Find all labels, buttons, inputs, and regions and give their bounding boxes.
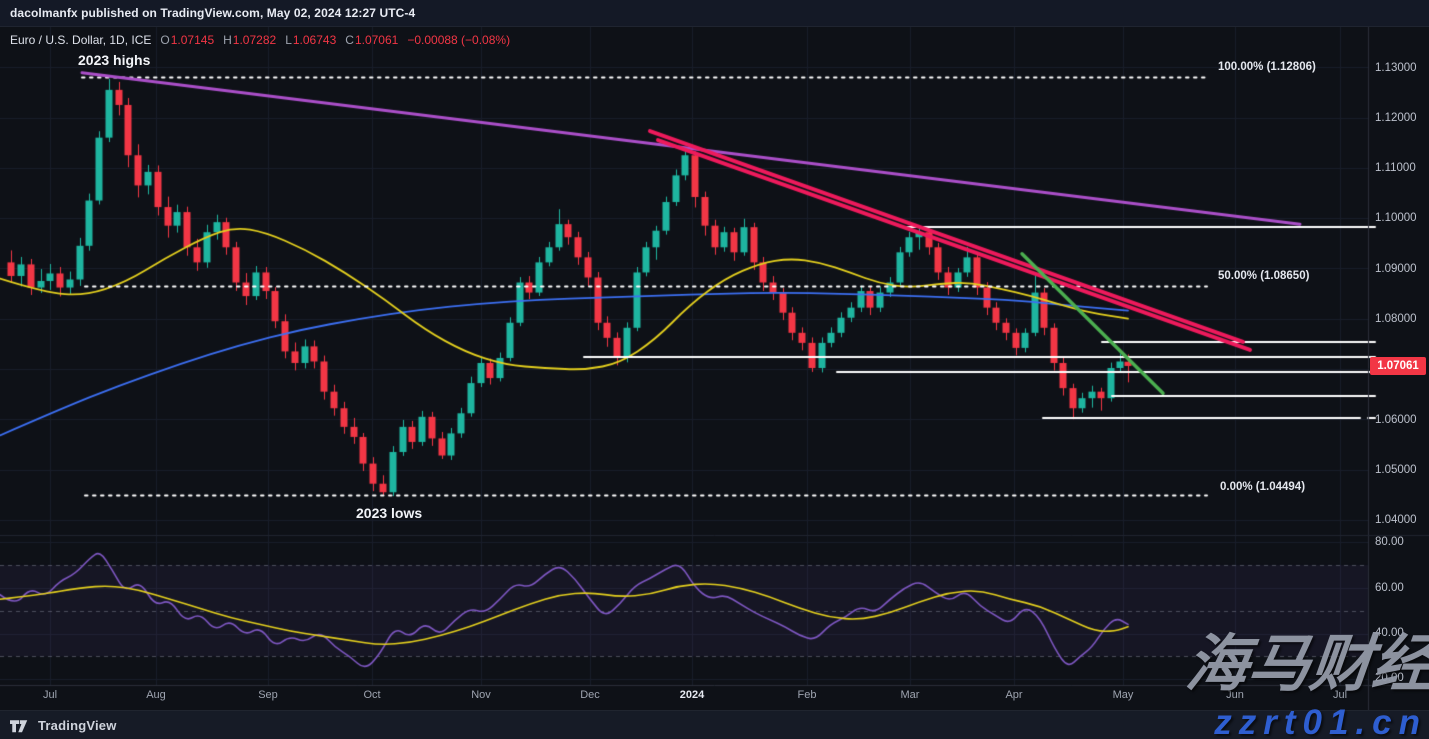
legend-change: −0.00088 (−0.08%): [407, 33, 511, 47]
time-label: Feb: [797, 689, 817, 701]
tradingview-brand[interactable]: TradingView: [38, 717, 117, 733]
legend-low-key: L: [285, 33, 292, 47]
axis-label: 1.09000: [1375, 263, 1417, 275]
fib-label-100: 100.00% (1.12806): [1218, 61, 1316, 73]
axis-label: 1.05000: [1375, 464, 1417, 476]
legend-high: H1.07282: [223, 33, 276, 47]
legend-low: L1.06743: [285, 33, 336, 47]
last-price-badge: 1.07061: [1370, 357, 1426, 375]
time-label: Jul: [42, 689, 58, 701]
fib-label-50: 50.00% (1.08650): [1218, 270, 1310, 282]
legend-high-value: 1.07282: [232, 33, 277, 47]
time-label: May: [1112, 689, 1134, 701]
legend-close-key: C: [345, 33, 354, 47]
axis-label: 1.11000: [1375, 162, 1416, 174]
axis-label: 80.00: [1375, 536, 1404, 548]
time-label: Sep: [258, 689, 278, 701]
fib-label-0: 0.00% (1.04494): [1220, 481, 1306, 493]
axis-label: 1.10000: [1375, 212, 1417, 224]
time-label: Apr: [1005, 689, 1023, 701]
brand-bar: TradingView: [0, 710, 1429, 739]
axis-label: 1.12000: [1375, 112, 1417, 124]
time-label: 2024: [679, 689, 705, 701]
time-label: Nov: [471, 689, 491, 701]
chart-area: Euro / U.S. Dollar, 1D, ICE O1.07145 H1.…: [0, 27, 1429, 710]
price-chart-canvas[interactable]: [0, 27, 1429, 710]
legend-high-key: H: [223, 33, 232, 47]
axis-label: 1.04000: [1375, 514, 1417, 526]
legend-low-value: 1.06743: [292, 33, 337, 47]
axis-label: 20.00: [1375, 672, 1404, 684]
legend-close-value: 1.07061: [354, 33, 399, 47]
legend-close: C1.07061: [345, 33, 398, 47]
tradingview-logo-icon: [10, 719, 28, 732]
legend-open-value: 1.07145: [170, 33, 215, 47]
axis-label: 40.00: [1375, 627, 1404, 639]
axis-label: 60.00: [1375, 582, 1404, 594]
annotation-2023-highs: 2023 highs: [78, 52, 151, 68]
time-label: Dec: [580, 689, 600, 701]
publish-text: dacolmanfx published on TradingView.com,…: [10, 6, 416, 20]
publish-bar: dacolmanfx published on TradingView.com,…: [0, 0, 1429, 27]
time-label: Jul: [1332, 689, 1348, 701]
axis-label: 1.08000: [1375, 313, 1417, 325]
legend-open-key: O: [160, 33, 170, 47]
axis-label: 1.13000: [1375, 62, 1417, 74]
annotation-2023-lows: 2023 lows: [356, 505, 423, 521]
legend-symbol: Euro / U.S. Dollar, 1D, ICE: [10, 33, 152, 47]
axis-label: 1.06000: [1375, 414, 1417, 426]
time-label: Mar: [900, 689, 920, 701]
time-label: Jun: [1226, 689, 1244, 701]
time-label: Aug: [146, 689, 166, 701]
chart-legend: Euro / U.S. Dollar, 1D, ICE O1.07145 H1.…: [10, 33, 510, 47]
time-label: Oct: [363, 689, 381, 701]
legend-open: O1.07145: [160, 33, 214, 47]
